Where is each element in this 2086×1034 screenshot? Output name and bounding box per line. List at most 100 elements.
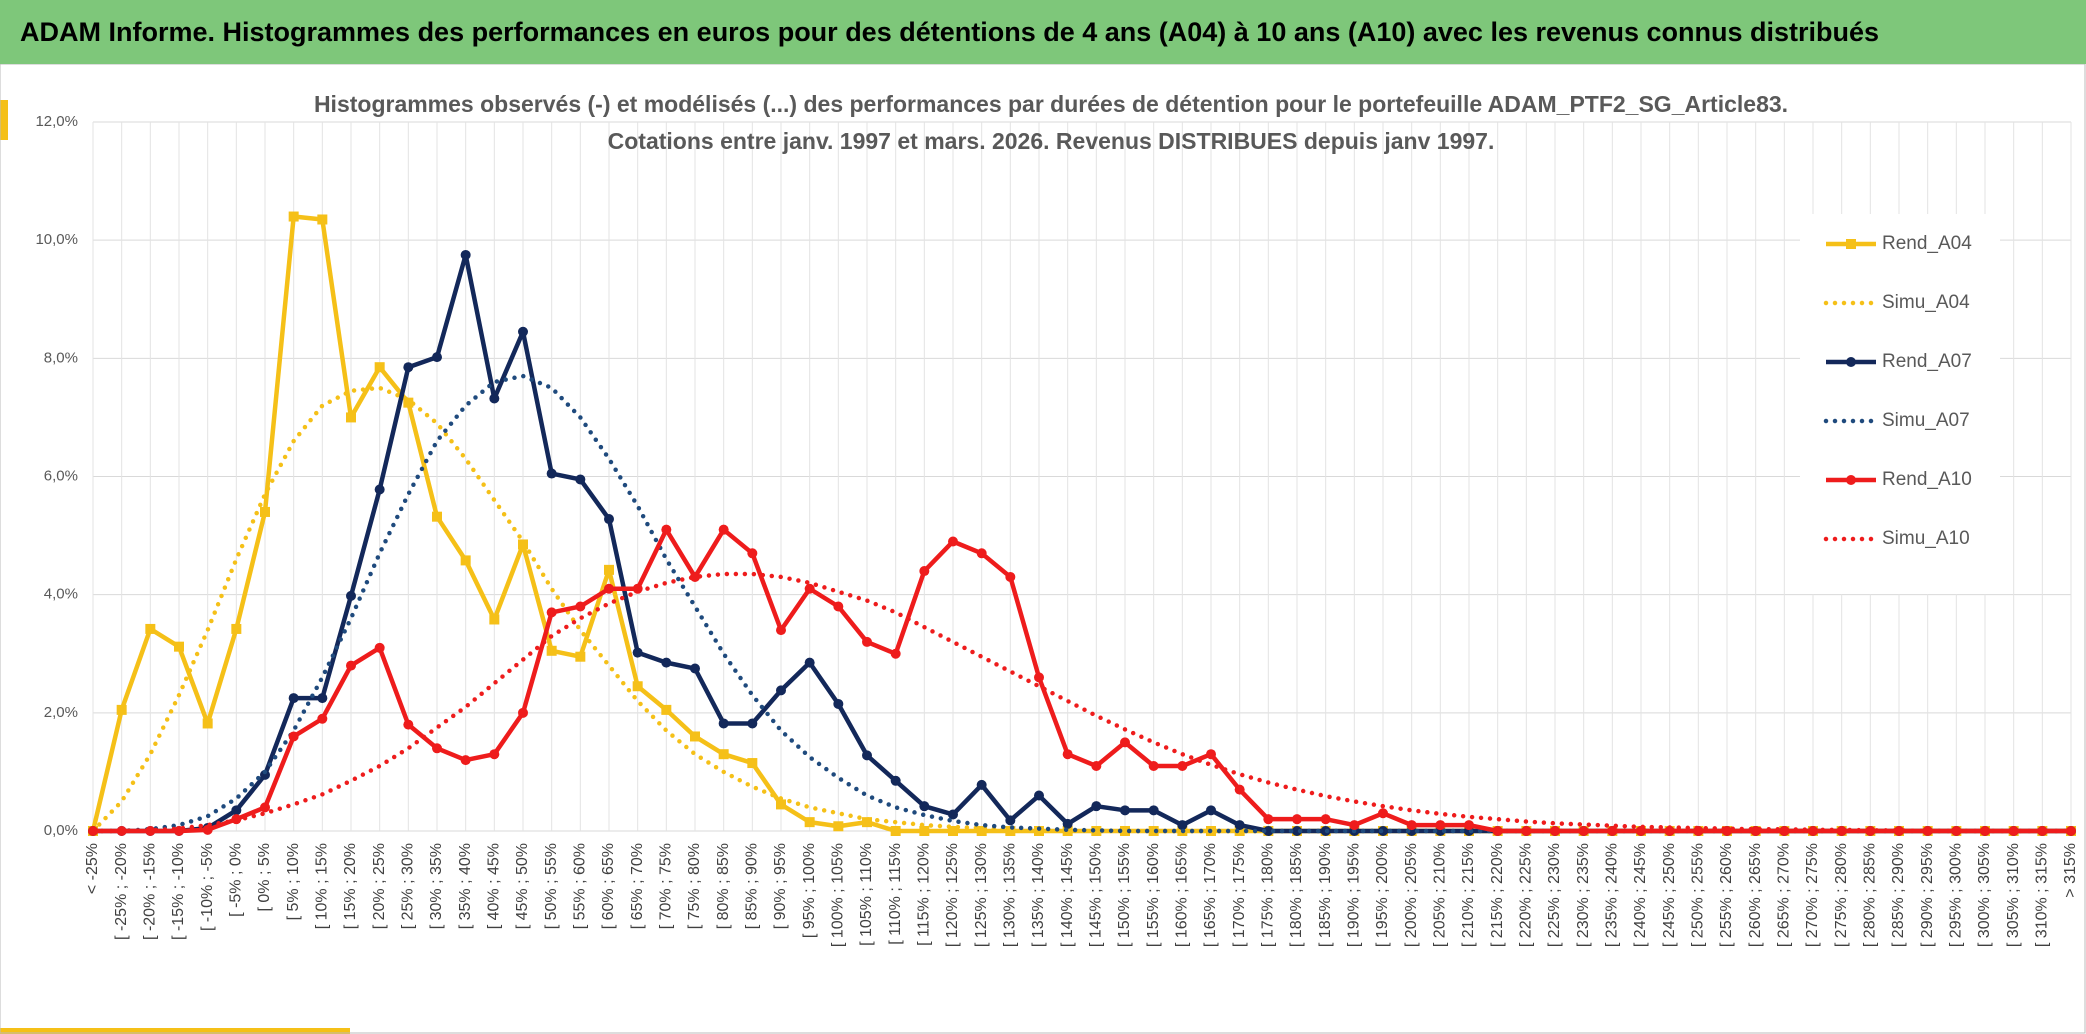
marker (1005, 826, 1016, 836)
marker (1091, 761, 1102, 772)
x-tick-label: [ 70% ; 75% (658, 843, 675, 929)
marker (1378, 808, 1388, 819)
x-tick-label: [ 135% ; 140% (1030, 843, 1047, 947)
x-tick-label: [ 40% ; 45% (486, 843, 503, 929)
marker (632, 681, 643, 692)
marker (919, 801, 930, 812)
marker (632, 647, 643, 658)
marker (460, 555, 471, 566)
marker (231, 623, 242, 634)
legend-marker (1846, 475, 1856, 485)
marker (288, 211, 299, 222)
marker (432, 352, 442, 363)
x-tick-label: [ 250% ; 255% (1690, 843, 1707, 947)
x-tick-label: [ 105% ; 110% (858, 843, 875, 946)
x-tick-label: [ 10% ; 15% (314, 843, 331, 929)
marker (718, 749, 729, 760)
x-tick-label: [ 245% ; 250% (1661, 843, 1678, 947)
marker (1120, 826, 1130, 836)
x-tick-label: [ 80% ; 85% (715, 843, 732, 929)
marker (747, 718, 758, 729)
x-tick-label: [ 65% ; 70% (629, 843, 646, 929)
marker (489, 614, 500, 625)
marker (862, 750, 872, 761)
x-tick-label: [ 100% ; 105% (830, 843, 847, 947)
x-tick-label: [ 55% ; 60% (572, 843, 589, 929)
marker (862, 636, 872, 647)
marker (346, 590, 356, 601)
marker (661, 524, 672, 535)
x-tick-label: [ 255% ; 260% (1718, 843, 1735, 947)
x-tick-label: [ 210% ; 215% (1460, 843, 1477, 947)
marker (1664, 826, 1675, 836)
y-tick-label: 10,0% (35, 231, 78, 248)
x-tick-label: [ 265% ; 270% (1776, 843, 1793, 947)
marker (518, 707, 528, 718)
x-tick-label: [ 85% ; 90% (744, 843, 761, 929)
legend-label: Rend_A10 (1882, 469, 1972, 490)
marker (317, 713, 328, 724)
marker (288, 731, 299, 742)
marker (260, 506, 270, 517)
legend-label: Rend_A04 (1882, 233, 1972, 254)
marker (604, 514, 614, 525)
marker (374, 484, 385, 495)
marker (1234, 784, 1245, 795)
marker (718, 524, 729, 535)
marker (403, 397, 414, 408)
marker (432, 511, 442, 522)
y-tick-label: 12,0% (35, 113, 78, 130)
marker (1521, 826, 1532, 836)
marker (976, 779, 987, 790)
marker (718, 718, 729, 729)
x-tick-label: [ -20% ; -15% (142, 843, 159, 940)
legend-label: Simu_A04 (1882, 292, 1970, 313)
marker (145, 623, 156, 634)
marker (833, 601, 844, 612)
line (90, 571, 2074, 834)
marker (661, 704, 672, 715)
x-tick-label: [ 90% ; 95% (772, 843, 789, 929)
x-tick-label: [ 180% ; 185% (1288, 843, 1305, 947)
x-tick-label: [ 25% ; 30% (400, 843, 417, 929)
marker (2037, 826, 2048, 836)
x-tick-label: [ -10% ; -5% (199, 843, 216, 931)
marker (1062, 749, 1073, 760)
x-tick-label: [ 290% ; 295% (1919, 843, 1936, 947)
marker (317, 693, 328, 704)
marker (1206, 805, 1216, 816)
marker (1034, 672, 1044, 683)
x-tick-label: [ 170% ; 175% (1231, 843, 1248, 947)
x-tick-label: [ 15% ; 20% (342, 843, 359, 929)
x-tick-label: [ 300% ; 305% (1976, 843, 1993, 947)
marker (174, 641, 184, 652)
x-tick-label: [ 45% ; 50% (514, 843, 531, 929)
marker (976, 548, 987, 559)
marker (661, 657, 672, 668)
x-tick-label: [ 50% ; 55% (543, 843, 560, 929)
marker (1034, 790, 1044, 801)
x-tick-label: [ 175% ; 180% (1260, 843, 1277, 947)
marker (260, 769, 270, 780)
y-tick-label: 0,0% (44, 822, 78, 839)
marker (346, 660, 356, 671)
marker (604, 564, 614, 575)
marker (833, 698, 844, 709)
x-tick-label: < -25% (84, 843, 101, 894)
marker (116, 704, 127, 715)
marker (546, 645, 557, 656)
banner: ADAM Informe. Histogrammes des performan… (0, 0, 2086, 64)
x-tick-label: [ 125% ; 130% (973, 843, 990, 947)
marker (374, 362, 385, 373)
x-tick-label: [ 150% ; 155% (1116, 843, 1133, 947)
accent (0, 100, 8, 140)
marker (2066, 826, 2076, 836)
x-tick-label: [ 35% ; 40% (457, 843, 474, 929)
marker (346, 412, 356, 423)
x-tick-label: [ 230% ; 235% (1575, 843, 1592, 947)
x-tick-label: [ 110% ; 115% (887, 843, 904, 945)
x-tick-label: [ 145% ; 150% (1088, 843, 1105, 947)
marker (919, 826, 930, 836)
marker (1062, 818, 1073, 829)
